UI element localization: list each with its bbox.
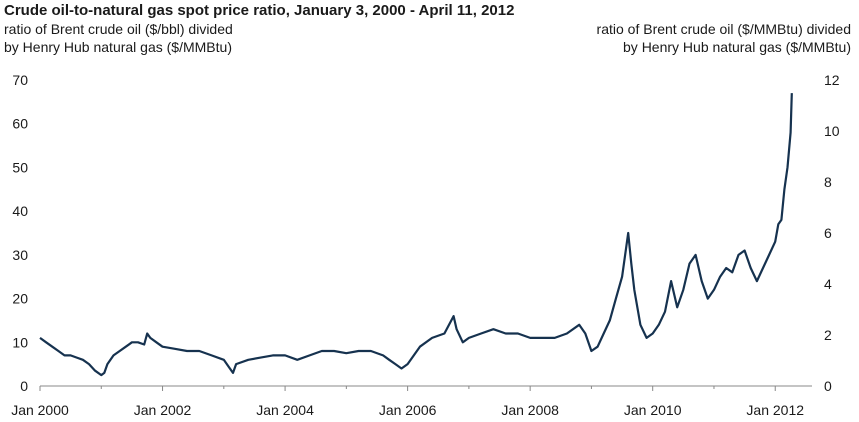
- right-axis-label: ratio of Brent crude oil ($/MMBtu) divid…: [596, 21, 851, 55]
- series-line: [39, 93, 793, 377]
- y-left-tick-label: 50: [12, 159, 28, 175]
- y-left-tick-label: 0: [20, 378, 28, 394]
- y-right-tick-label: 6: [824, 225, 832, 241]
- x-tick-label: Jan 2004: [256, 402, 314, 418]
- x-tick-label: Jan 2010: [624, 402, 682, 418]
- y-left-tick-label: 40: [12, 203, 28, 219]
- y-right-tick-label: 10: [824, 123, 840, 139]
- chart-title: Crude oil-to-natural gas spot price rati…: [4, 2, 515, 19]
- y-right-tick-label: 8: [824, 174, 832, 190]
- y-right-tick-label: 0: [824, 378, 832, 394]
- x-tick-label: Jan 2000: [11, 402, 69, 418]
- y-right-tick-label: 2: [824, 327, 832, 343]
- x-tick-label: Jan 2006: [379, 402, 437, 418]
- x-tick-label: Jan 2008: [501, 402, 559, 418]
- y-left-tick-label: 10: [12, 334, 28, 350]
- y-right-tick-label: 12: [824, 72, 840, 88]
- y-left-tick-label: 30: [12, 247, 28, 263]
- x-tick-label: Jan 2002: [134, 402, 192, 418]
- x-tick-label: Jan 2012: [746, 402, 804, 418]
- y-left-tick-label: 70: [12, 72, 28, 88]
- y-right-tick-label: 4: [824, 276, 832, 292]
- left-axis-label: ratio of Brent crude oil ($/bbl) divided…: [4, 21, 233, 55]
- y-left-tick-label: 60: [12, 116, 28, 132]
- y-left-tick-label: 20: [12, 291, 28, 307]
